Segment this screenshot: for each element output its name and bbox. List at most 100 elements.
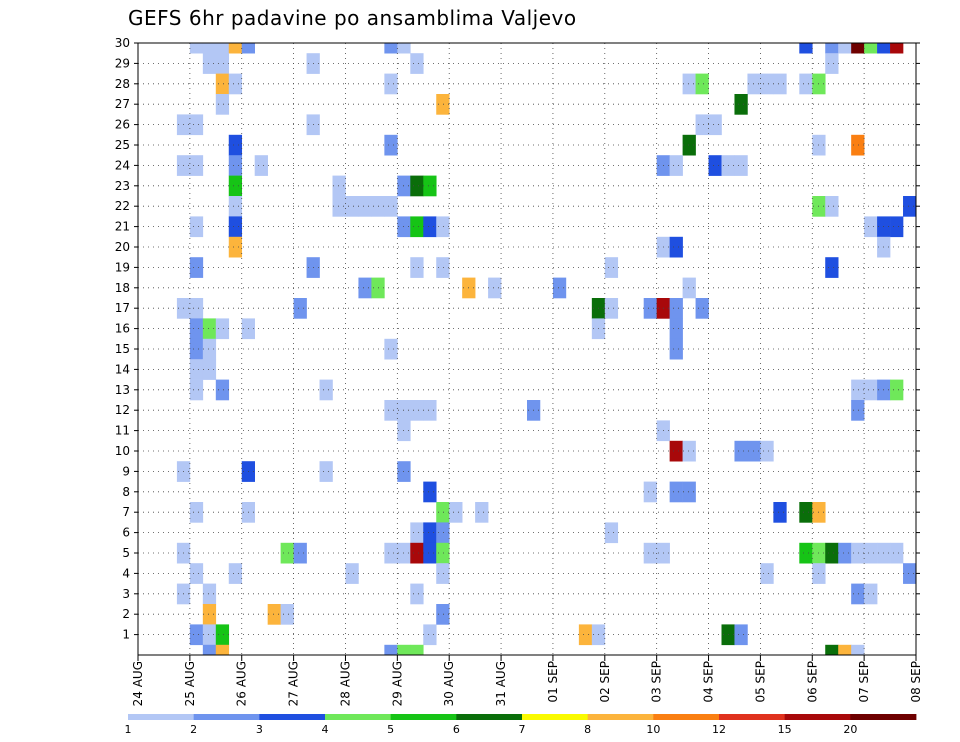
colorbar-label: 5	[387, 723, 394, 736]
y-tick-label: 28	[115, 77, 130, 91]
heatmap-cell	[215, 94, 230, 115]
y-tick-label: 17	[115, 301, 130, 315]
heatmap-cell	[215, 644, 230, 656]
heatmap-cell	[397, 43, 411, 54]
x-tick-label: 27 AUG	[287, 661, 301, 706]
y-tick-label: 30	[115, 36, 130, 50]
heatmap-cell	[760, 563, 774, 584]
y-tick-label: 15	[115, 342, 130, 356]
x-tick-label: 07 SEP	[857, 661, 871, 703]
heatmap-cell	[228, 73, 243, 95]
heatmap-cell	[228, 196, 243, 217]
heatmap-cell	[903, 196, 917, 217]
heatmap-cell	[682, 481, 696, 503]
heatmap-cell	[760, 440, 774, 462]
heatmap-cell	[578, 624, 593, 646]
heatmap-cell	[825, 257, 839, 278]
y-tick-label: 3	[122, 587, 130, 601]
heatmap-cell	[838, 43, 852, 54]
heatmap-cell	[825, 542, 839, 564]
heatmap-cell	[202, 359, 217, 380]
x-axis-ticks: 24 AUG 25 AUG 26 AUG 27 AUG 28 AUG 29 AUG 30 A…	[131, 655, 923, 706]
heatmap-cell	[397, 644, 411, 656]
heatmap-cell	[215, 379, 230, 401]
heatmap-cell	[423, 175, 437, 197]
heatmap-cell	[228, 155, 243, 176]
heatmap-cell	[864, 216, 878, 238]
heatmap-cell	[825, 644, 839, 656]
colorbar-swatch	[522, 714, 589, 720]
heatmap-cell	[825, 196, 839, 217]
colorbar-label: 8	[584, 723, 591, 736]
heatmap-cell	[189, 114, 204, 136]
y-tick-label: 5	[122, 546, 130, 560]
heatmap-cell	[669, 440, 683, 462]
colorbar-swatch	[850, 714, 917, 720]
colorbar-label: 7	[519, 723, 526, 736]
heatmap-cell	[358, 277, 372, 299]
heatmap-cell	[669, 481, 683, 503]
heatmap-cell	[423, 481, 437, 503]
heatmap-cell	[410, 257, 424, 278]
heatmap-cell	[669, 236, 683, 258]
heatmap-cell	[488, 277, 502, 299]
heatmap-cell	[228, 236, 243, 258]
heatmap-cell	[189, 43, 204, 54]
heatmap-cell	[669, 338, 683, 360]
heatmap-cell	[436, 542, 450, 564]
y-tick-label: 23	[115, 179, 130, 193]
heatmap-cell	[228, 43, 243, 54]
heatmap-cell	[202, 53, 217, 74]
heatmap-cell	[449, 502, 463, 523]
heatmap-cell	[202, 318, 217, 340]
x-tick-label: 28 AUG	[338, 661, 352, 706]
x-tick-label: 02 SEP	[598, 661, 612, 703]
heatmap-cell	[669, 318, 683, 340]
y-tick-label: 24	[115, 158, 130, 172]
heatmap-cell	[410, 542, 424, 564]
x-tick-label: 03 SEP	[650, 661, 664, 703]
heatmap-cell	[760, 73, 774, 95]
heatmap-cell	[799, 43, 813, 54]
heatmap-cell	[669, 155, 683, 176]
heatmap-cell	[293, 542, 307, 564]
heatmap-cell	[864, 43, 878, 54]
heatmap-cell	[332, 175, 346, 197]
heatmap-cell	[475, 502, 489, 523]
heatmap-cell	[643, 481, 657, 503]
heatmap-cell	[669, 298, 683, 319]
colorbar-label: 10	[646, 723, 660, 736]
heatmap-cell	[202, 624, 217, 646]
heatmap-cell	[189, 379, 204, 401]
heatmap-cell	[202, 583, 217, 605]
x-tick-label: 08 SEP	[909, 661, 923, 703]
heatmap-cell	[410, 522, 424, 544]
heatmap-cell	[708, 155, 722, 176]
heatmap-cell	[851, 43, 865, 54]
y-tick-label: 20	[115, 240, 130, 254]
y-tick-label: 25	[115, 138, 130, 152]
heatmap-cells	[176, 43, 917, 656]
heatmap-cell	[682, 73, 696, 95]
y-tick-label: 12	[115, 403, 130, 417]
heatmap-cell	[189, 624, 204, 646]
heatmap-cell	[604, 257, 619, 278]
colorbar-label: 2	[190, 723, 197, 736]
heatmap-cell	[747, 73, 761, 95]
heatmap-cell	[384, 43, 398, 54]
y-tick-label: 10	[115, 444, 130, 458]
y-tick-label: 7	[122, 505, 130, 519]
heatmap-cell	[189, 216, 204, 238]
colorbar-swatch	[128, 714, 195, 720]
heatmap-cell	[215, 43, 230, 54]
heatmap-cell	[773, 502, 787, 523]
heatmap-cell	[202, 644, 217, 656]
heatmap-cell	[384, 196, 398, 217]
heatmap-cell	[799, 73, 813, 95]
heatmap-cell	[838, 644, 852, 656]
heatmap-cell	[695, 114, 709, 136]
heatmap-cell	[280, 604, 294, 625]
heatmap-cell	[436, 216, 450, 238]
y-tick-label: 9	[122, 464, 130, 478]
heatmap-cell	[384, 542, 398, 564]
